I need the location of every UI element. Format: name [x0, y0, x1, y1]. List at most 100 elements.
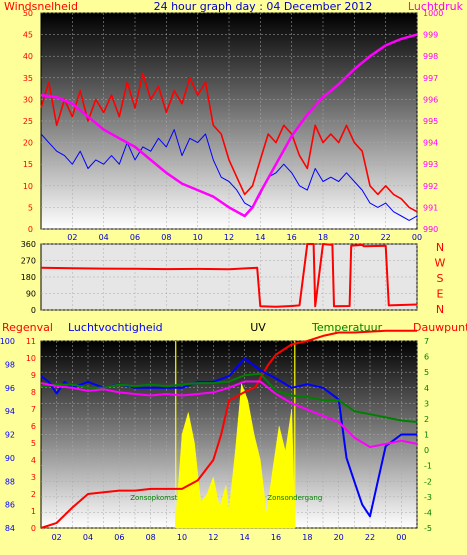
series-line-wind: [40, 72, 418, 213]
x-tick-label: 16: [271, 533, 281, 542]
left-tick-label: 5: [28, 203, 33, 212]
x-ticks-3: 02 04 06 08 10 12 14 16 18 20 22 00: [52, 533, 407, 542]
left-tick-label: 15: [23, 160, 33, 169]
x-tick-label: 22: [381, 233, 391, 242]
direction-letter: W: [435, 257, 446, 270]
temp-tick-label: -3: [424, 493, 432, 502]
right-tick-label: 997: [423, 74, 438, 83]
x-tick-label: 12: [208, 533, 218, 542]
series-line-gust_line: [40, 129, 418, 221]
left-tick-label: 30: [23, 95, 33, 104]
humidity-tick-label: 96: [5, 384, 15, 393]
x-ticks-1: 02 04 06 08 10 12 14 16 18 20 22 00: [67, 233, 422, 242]
series-line-humidity: [40, 357, 417, 518]
direction-letter: N: [436, 303, 444, 316]
temp-tick-label: -4: [424, 508, 432, 517]
panel-3-titles: Regenval Luchtvochtigheid UV Temperatuur Dau…: [2, 321, 467, 334]
uv-rain-tick-label: 3: [31, 473, 36, 482]
x-tick-label: 08: [161, 233, 171, 242]
direction-letter: S: [437, 272, 444, 285]
x-tick-label: 18: [318, 233, 328, 242]
humidity-tick-label: 84: [5, 524, 15, 533]
right-tick-label: 991: [423, 203, 438, 212]
temp-tick-label: 3: [424, 399, 429, 408]
humidity-tick-label: 88: [5, 477, 15, 486]
left-ticks-3-humidity: 84 86 88 90 92 94 96 98 100: [0, 337, 15, 533]
left-ticks-1: 0 5 10 15 20 25 30 35 40 45 50: [23, 9, 33, 234]
uv-area: [175, 383, 296, 529]
x-tick-label: 08: [146, 533, 156, 542]
right-tick-label: 992: [423, 182, 438, 191]
humidity-tick-label: 98: [5, 360, 15, 369]
humidity-tick-label: 100: [0, 337, 15, 346]
x-tick-label: 10: [193, 233, 203, 242]
grid-3: [41, 340, 418, 529]
humidity-tick-label: 92: [5, 431, 15, 440]
x-tick-label: 06: [130, 233, 140, 242]
humidity-tick-label: 86: [5, 501, 15, 510]
x-tick-label: 04: [83, 533, 93, 542]
x-tick-label: 10: [177, 533, 187, 542]
left-tick-label: 45: [23, 31, 33, 40]
series-line-temperature: [40, 372, 418, 423]
x-tick-label: 14: [255, 233, 265, 242]
annotations-3: Zonsopkomst Zonsondergang: [130, 494, 322, 502]
sunrise-annotation: Zonsopkomst: [130, 494, 177, 502]
left-tick-label: 10: [23, 182, 33, 191]
left-ticks-3-uv: 0 1 2 3 4 5 6 7 8 9 10 11: [26, 337, 36, 533]
panel-rain-humidity-temp: Regenval Luchtvochtigheid UV Temperatuur Dau…: [0, 321, 467, 542]
uv-rain-tick-label: 0: [31, 524, 36, 533]
series-line-dewpoint: [40, 380, 418, 448]
right-tick-label: 999: [423, 31, 438, 40]
uv-rain-tick-label: 4: [31, 456, 36, 465]
temp-tick-label: 4: [424, 384, 429, 393]
right-tick-label: 1000: [423, 9, 443, 18]
uv-rain-tick-label: 10: [26, 354, 36, 363]
x-tick-label: 02: [67, 233, 77, 242]
x-tick-label: 06: [114, 533, 124, 542]
right-axis-title-1: Luchtdruk: [408, 0, 464, 13]
x-tick-label: 22: [365, 533, 375, 542]
series-1: [40, 33, 418, 221]
direction-letter: N: [436, 241, 444, 254]
right-tick-label: 993: [423, 160, 438, 169]
temp-tick-label: 7: [424, 337, 429, 346]
grid-2: [41, 243, 418, 311]
temp-tick-label: -2: [424, 477, 432, 486]
right-tick-label: 995: [423, 117, 438, 126]
temp-tick-label: 6: [424, 353, 429, 362]
panel-3-title: Regenval: [2, 321, 53, 334]
left-tick-label: 20: [23, 139, 33, 148]
temp-tick-label: -5: [424, 524, 432, 533]
uv-rain-tick-label: 5: [31, 439, 36, 448]
right-ticks-3: -5 -4 -3 -2 -1 0 1 2 3 4 5 6 7: [424, 337, 432, 533]
uv-rain-tick-label: 1: [31, 507, 36, 516]
x-tick-label: 20: [334, 533, 344, 542]
x-tick-label: 20: [349, 233, 359, 242]
uv-rain-tick-label: 2: [31, 490, 36, 499]
series-3: [40, 329, 418, 529]
right-tick-label: 990: [423, 225, 438, 234]
right-tick-label: 994: [423, 139, 438, 148]
x-tick-label: 00: [396, 533, 406, 542]
left-tick-label: 360: [21, 240, 36, 249]
direction-letter: E: [437, 288, 444, 301]
x-tick-label: 18: [302, 533, 312, 542]
panel-3-title: Temperatuur: [311, 321, 383, 334]
left-tick-label: 0: [31, 306, 36, 315]
x-tick-label: 02: [52, 533, 62, 542]
left-tick-label: 40: [23, 52, 33, 61]
humidity-tick-label: 94: [5, 407, 15, 416]
temp-tick-label: 0: [424, 446, 429, 455]
right-tick-label: 996: [423, 95, 438, 104]
left-tick-label: 25: [23, 117, 33, 126]
uv-rain-tick-label: 9: [31, 371, 36, 380]
chart-title: 24 hour graph day : 04 December 2012: [154, 0, 373, 13]
panel-3-title: Dauwpunt: [413, 321, 467, 334]
uv-rain-tick-label: 11: [26, 337, 36, 346]
x-tick-label: 16: [287, 233, 297, 242]
series-line-pressure: [40, 33, 418, 218]
panel-wind-pressure: Windsnelheid 24 hour graph day : 04 Dece…: [4, 0, 464, 242]
